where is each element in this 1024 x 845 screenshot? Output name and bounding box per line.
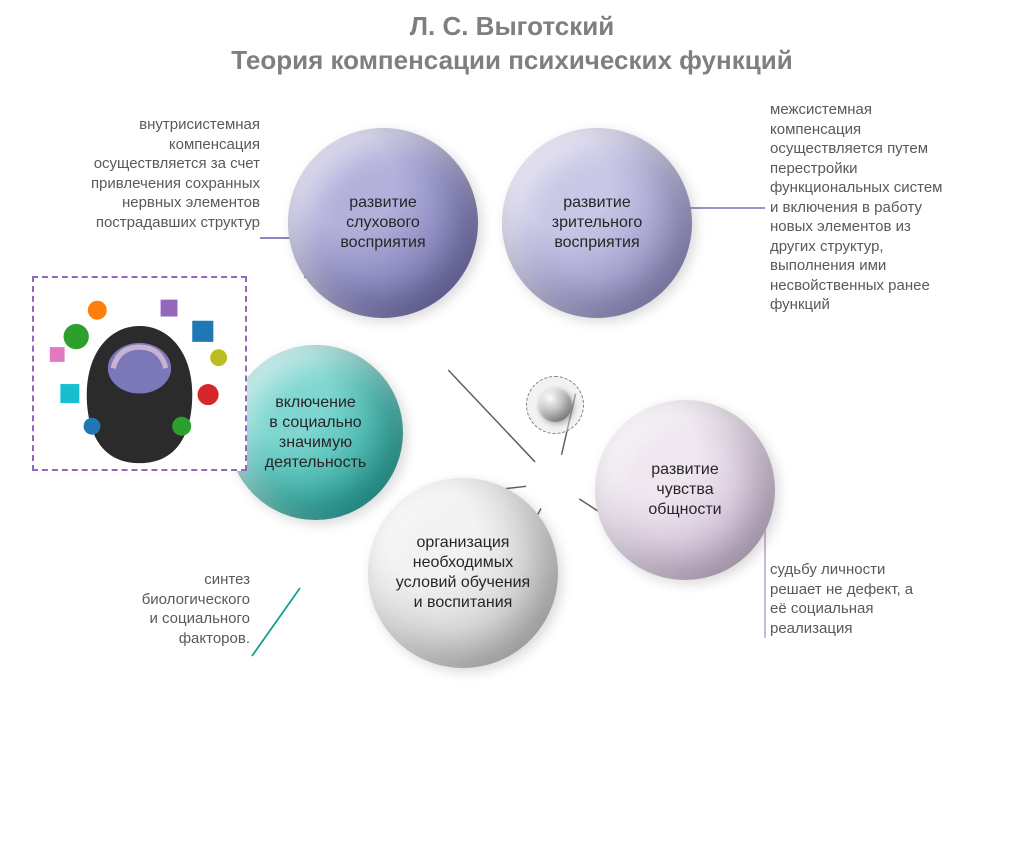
bubble-auditory: развитие слухового восприятия (288, 128, 478, 318)
bubble-label-conditions: организация необходимых условий обучения… (386, 523, 540, 623)
illustration-image (32, 276, 247, 471)
annotation-inter-system: межсистемная компенсация осуществляется … (770, 100, 1000, 315)
bubble-label-community: развитие чувства общности (638, 450, 731, 530)
title-line-2: Теория компенсации психических функций (0, 44, 1024, 78)
annotation-intra-system: внутрисистемная компенсация осуществляет… (40, 115, 260, 232)
bubble-social-activity: включение в социально значимую деятельно… (228, 345, 403, 520)
center-node (538, 388, 572, 422)
bubble-visual: развитие зрительного восприятия (502, 128, 692, 318)
annotation-synthesis: синтез биологического и социального факт… (60, 570, 250, 648)
annotation-fate: судьбу личности решает не дефект, а её с… (770, 560, 990, 638)
bubble-label-auditory: развитие слухового восприятия (330, 183, 435, 263)
bubble-label-visual: развитие зрительного восприятия (542, 183, 652, 263)
bubble-community: развитие чувства общности (595, 400, 775, 580)
bubble-label-social-activity: включение в социально значимую деятельно… (255, 383, 376, 483)
title-line-1: Л. С. Выготский (0, 10, 1024, 44)
diagram-title: Л. С. Выготский Теория компенсации психи… (0, 0, 1024, 78)
bubble-conditions: организация необходимых условий обучения… (368, 478, 558, 668)
